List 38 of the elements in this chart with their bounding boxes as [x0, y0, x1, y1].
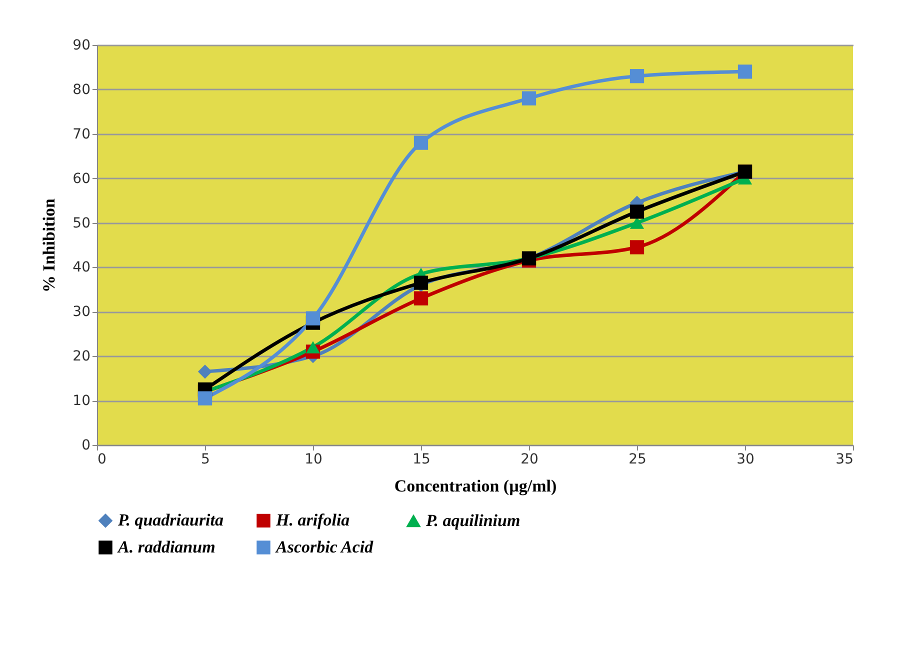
y-tick-label: 10 [72, 393, 90, 410]
point [198, 391, 212, 406]
legend-label: H. arifolia [275, 510, 350, 530]
y-tick-label: 80 [72, 82, 90, 98]
point [630, 204, 644, 219]
point [306, 341, 320, 354]
point [306, 311, 320, 326]
point [198, 364, 212, 379]
y-tick-label: 50 [72, 215, 90, 232]
point [630, 216, 644, 229]
point [414, 136, 428, 150]
legend-label: Ascorbic Acid [275, 538, 374, 556]
point [414, 291, 428, 306]
x-tick-label: 15 [412, 452, 430, 468]
x-tick-label: 5 [201, 452, 210, 468]
legend-label: P. aquilinium [425, 511, 520, 530]
x-tick-label: 10 [304, 452, 322, 468]
point [630, 69, 644, 84]
y-tick-label: 70 [72, 126, 90, 142]
y-tick-label: 90 [72, 38, 90, 54]
x-tick-label: 25 [628, 452, 646, 468]
y-tick-label: 0 [82, 438, 90, 454]
x-tick-label: 0 [98, 452, 106, 468]
x-tick-label: 20 [520, 452, 538, 468]
x-tick-label: 30 [736, 452, 754, 468]
point [630, 240, 644, 254]
point [414, 276, 428, 290]
legend-label: P. quadriaurita [117, 510, 224, 530]
legend-label: A. raddianum [117, 538, 216, 556]
y-tick-label: 40 [72, 260, 90, 276]
y-tick-label: 20 [72, 348, 90, 365]
y-tick-label: 60 [72, 170, 90, 187]
x-tick-label: 35 [836, 452, 854, 468]
point [738, 64, 752, 79]
x-axis-title: Concentration (µg/ml) [394, 476, 557, 496]
point [522, 91, 536, 106]
y-tick-label: 30 [72, 304, 90, 320]
y-axis-title: % Inhibition [40, 198, 59, 293]
